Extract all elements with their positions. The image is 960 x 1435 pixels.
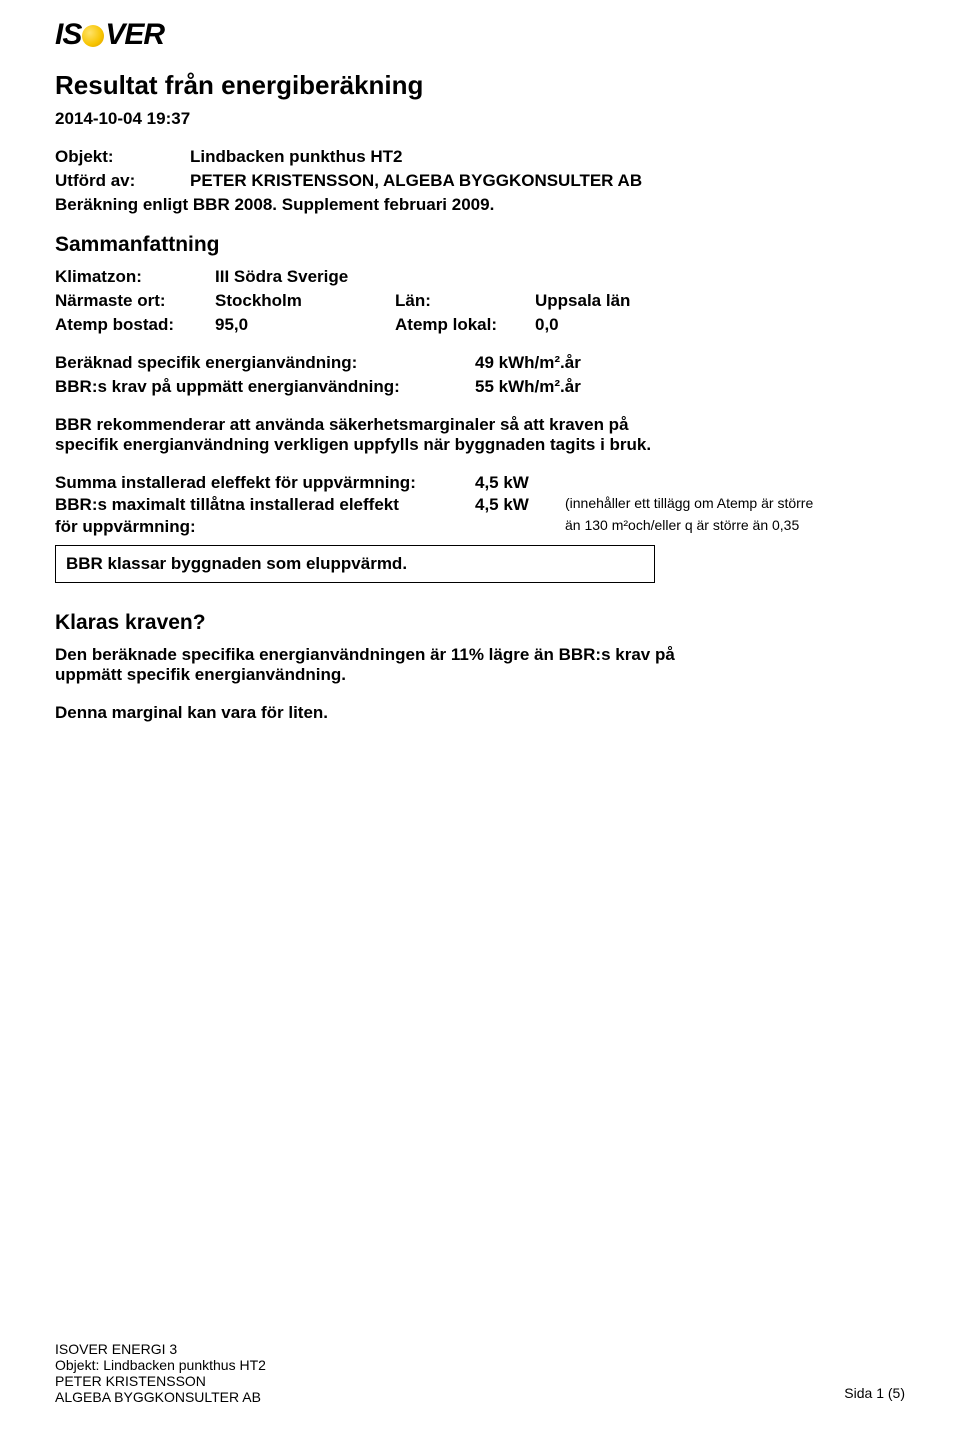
energy-row-bbr: BBR:s krav på uppmätt energianvändning: …: [55, 377, 905, 397]
kraven-text-2: Denna marginal kan vara för liten.: [55, 703, 715, 723]
summary-heading: Sammanfattning: [55, 233, 905, 257]
bbr-recommendation: BBR rekommenderar att använda säkerhetsm…: [55, 415, 695, 455]
summary-cell: Stockholm: [215, 291, 395, 311]
footer-line-2: Objekt: Lindbacken punkthus HT2: [55, 1357, 266, 1373]
kraven-text-1: Den beräknade specifika energianvändning…: [55, 645, 715, 685]
summary-cell: III Södra Sverige: [215, 267, 395, 287]
effect-block: Summa installerad eleffekt för uppvärmni…: [55, 473, 905, 583]
logo-globe-icon: [82, 25, 104, 47]
summary-cell: [395, 267, 535, 287]
summary-row-klimatzon: Klimatzon: III Södra Sverige: [55, 267, 905, 287]
summary-cell: Atemp bostad:: [55, 315, 215, 335]
brand-logo: IS VER: [55, 18, 905, 52]
effect-label: för uppvärmning:: [55, 517, 475, 537]
effect-value: 4,5 kW: [475, 495, 565, 515]
footer-line-3: PETER KRISTENSSON: [55, 1373, 266, 1389]
kraven-heading: Klaras kraven?: [55, 611, 905, 635]
classification-box: BBR klassar byggnaden som eluppvärmd.: [55, 545, 655, 583]
summary-cell: Uppsala län: [535, 291, 630, 311]
summary-table: Klimatzon: III Södra Sverige Närmaste or…: [55, 267, 905, 335]
energy-value: 49 kWh/m².år: [475, 353, 581, 373]
summary-cell: 95,0: [215, 315, 395, 335]
meta-row-utford: Utförd av: PETER KRISTENSSON, ALGEBA BYG…: [55, 171, 905, 191]
summary-cell: Klimatzon:: [55, 267, 215, 287]
footer-left: ISOVER ENERGI 3 Objekt: Lindbacken punkt…: [55, 1341, 266, 1405]
summary-row-atemp: Atemp bostad: 95,0 Atemp lokal: 0,0: [55, 315, 905, 335]
page-footer: ISOVER ENERGI 3 Objekt: Lindbacken punkt…: [55, 1341, 905, 1405]
page-title: Resultat från energiberäkning: [55, 70, 905, 101]
footer-line-1: ISOVER ENERGI 3: [55, 1341, 266, 1357]
footer-page-number: Sida 1 (5): [844, 1341, 905, 1401]
effect-row-max-b: för uppvärmning: än 130 m²och/eller q är…: [55, 517, 905, 537]
effect-row-max-a: BBR:s maximalt tillåtna installerad elef…: [55, 495, 905, 515]
energy-label: Beräknad specifik energianvändning:: [55, 353, 475, 373]
summary-cell: Län:: [395, 291, 535, 311]
meta-value-objekt: Lindbacken punkthus HT2: [190, 147, 403, 167]
meta-label-utford: Utförd av:: [55, 171, 190, 191]
effect-label: Summa installerad eleffekt för uppvärmni…: [55, 473, 475, 493]
effect-note: än 130 m²och/eller q är större än 0,35: [565, 517, 905, 533]
summary-row-ort: Närmaste ort: Stockholm Län: Uppsala län: [55, 291, 905, 311]
logo-text-right: VER: [105, 18, 164, 52]
energy-label: BBR:s krav på uppmätt energianvändning:: [55, 377, 475, 397]
summary-cell: Atemp lokal:: [395, 315, 535, 335]
report-timestamp: 2014-10-04 19:37: [55, 109, 905, 129]
effect-value: 4,5 kW: [475, 473, 565, 493]
meta-label-objekt: Objekt:: [55, 147, 190, 167]
energy-table: Beräknad specifik energianvändning: 49 k…: [55, 353, 905, 397]
energy-value: 55 kWh/m².år: [475, 377, 581, 397]
summary-cell: 0,0: [535, 315, 559, 335]
calculation-basis: Beräkning enligt BBR 2008. Supplement fe…: [55, 195, 905, 215]
effect-label: BBR:s maximalt tillåtna installerad elef…: [55, 495, 475, 515]
meta-row-objekt: Objekt: Lindbacken punkthus HT2: [55, 147, 905, 167]
summary-cell: Närmaste ort:: [55, 291, 215, 311]
meta-value-utford: PETER KRISTENSSON, ALGEBA BYGGKONSULTER …: [190, 171, 642, 191]
effect-row-installed: Summa installerad eleffekt för uppvärmni…: [55, 473, 905, 493]
footer-line-4: ALGEBA BYGGKONSULTER AB: [55, 1389, 266, 1405]
effect-note: (innehåller ett tillägg om Atemp är stör…: [565, 495, 905, 511]
logo-text-left: IS: [55, 18, 81, 52]
energy-row-calculated: Beräknad specifik energianvändning: 49 k…: [55, 353, 905, 373]
